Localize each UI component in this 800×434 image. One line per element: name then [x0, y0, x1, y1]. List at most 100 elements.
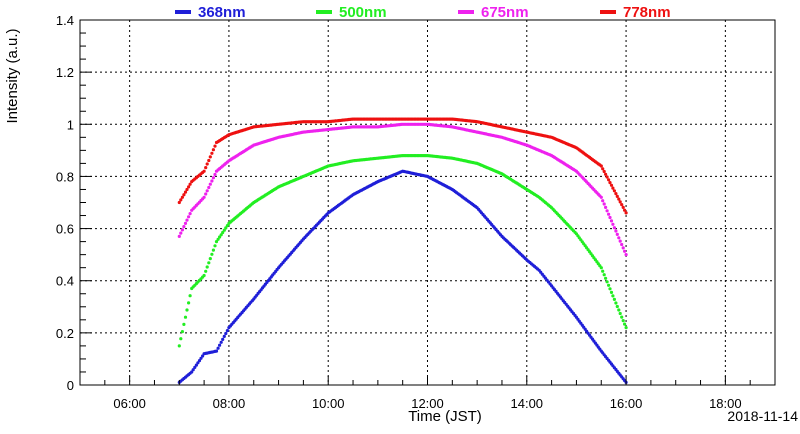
data-point	[216, 237, 220, 241]
data-point	[191, 368, 195, 372]
data-point	[219, 340, 223, 344]
data-point	[607, 178, 611, 182]
data-point	[179, 198, 183, 202]
y-tick-label: 0.2	[56, 326, 74, 341]
data-point	[599, 266, 603, 270]
y-tick-label: 0	[67, 378, 74, 393]
data-point	[193, 365, 197, 369]
data-point	[605, 175, 609, 179]
data-point	[623, 322, 627, 326]
data-point	[617, 236, 621, 240]
series-368nm	[177, 169, 628, 384]
data-point	[207, 261, 211, 265]
data-point	[208, 155, 212, 159]
data-point	[210, 151, 214, 155]
data-point	[213, 144, 217, 148]
data-point	[183, 221, 188, 225]
data-point	[185, 218, 189, 222]
data-point	[182, 225, 186, 229]
data-point	[617, 197, 621, 201]
data-point	[202, 195, 206, 199]
data-point	[211, 248, 215, 252]
data-point	[620, 203, 624, 207]
data-point	[201, 354, 205, 358]
data-point	[601, 269, 605, 273]
data-point	[190, 370, 194, 374]
data-point	[185, 308, 189, 312]
tick-labels: 06:00 08:00 10:00 12:00 14:00 16:00 18:00 0 0.2 0…	[56, 13, 742, 411]
data-point	[207, 185, 211, 190]
series-675nm	[177, 122, 628, 257]
data-point	[599, 195, 603, 199]
x-tick-label: 06:00	[113, 396, 146, 411]
x-tick-label: 14:00	[511, 396, 544, 411]
data-point	[188, 212, 192, 216]
axes	[79, 19, 776, 386]
data-point	[204, 166, 208, 170]
data-point	[204, 192, 208, 196]
data-point	[609, 183, 614, 187]
data-point	[607, 283, 611, 287]
data-point	[614, 192, 618, 196]
x-axis-title: Time (JST)	[408, 408, 482, 425]
data-point	[208, 182, 212, 186]
data-point	[623, 249, 627, 253]
series-778nm	[177, 117, 628, 215]
data-point	[202, 273, 206, 278]
data-point	[205, 189, 209, 193]
data-point	[607, 212, 611, 216]
data-point	[205, 162, 209, 166]
data-point	[188, 182, 192, 186]
data-point	[185, 187, 189, 192]
data-point	[179, 231, 183, 235]
data-point	[604, 205, 608, 209]
data-point	[617, 308, 621, 312]
legend-label-778nm: 778nm	[623, 4, 671, 21]
data-point	[621, 246, 625, 250]
data-point	[218, 235, 222, 239]
legend: 368nm 500nm 675nm 778nm	[175, 4, 671, 21]
series-500nm	[177, 154, 628, 348]
data-point	[612, 189, 617, 193]
data-point	[182, 322, 186, 326]
data-point	[620, 315, 624, 319]
data-point	[213, 244, 217, 248]
x-tick-label: 16:00	[610, 396, 643, 411]
data-point	[611, 222, 615, 226]
y-tick-label: 0.8	[56, 169, 74, 184]
data-point	[620, 242, 624, 247]
y-tick-label: 0.6	[56, 222, 74, 237]
data-point	[608, 287, 612, 291]
y-tick-label: 1.2	[56, 65, 74, 80]
data-point	[224, 226, 228, 230]
x-tick-label: 08:00	[213, 396, 246, 411]
data-point	[221, 230, 225, 235]
data-point	[187, 215, 191, 219]
data-series	[177, 117, 628, 384]
data-point	[624, 253, 628, 257]
data-point	[612, 226, 617, 230]
data-point	[621, 319, 625, 323]
data-point	[615, 194, 619, 198]
data-point	[604, 276, 608, 280]
data-point	[207, 158, 211, 163]
data-point	[218, 343, 222, 347]
data-point	[214, 240, 219, 244]
data-point	[608, 181, 612, 185]
x-tick-label: 18:00	[709, 396, 742, 411]
data-point	[611, 186, 615, 190]
data-point	[196, 361, 200, 365]
data-point	[621, 205, 625, 209]
data-point	[602, 169, 606, 174]
data-point	[183, 315, 188, 319]
data-point	[618, 239, 622, 243]
x-tick-label: 10:00	[312, 396, 345, 411]
data-point	[599, 164, 603, 168]
data-point	[180, 228, 184, 232]
data-point	[219, 233, 223, 237]
data-point	[182, 193, 186, 197]
y-tick-label: 1	[67, 117, 74, 132]
data-point	[204, 269, 208, 273]
data-point	[615, 232, 619, 236]
data-point	[213, 172, 217, 177]
